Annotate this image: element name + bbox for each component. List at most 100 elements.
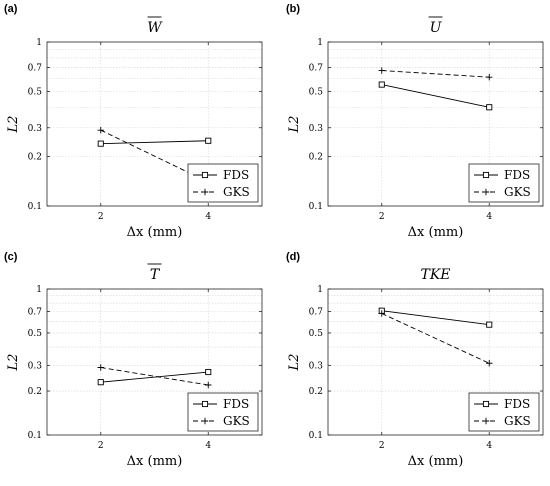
y-tick-label: 0.7 — [28, 308, 43, 318]
chart-panel-3: (c) 2 4 0.1 0.2 0.3 0.5 0.7 1 T Δx (mm) L2 FDS GKS — [4, 251, 263, 469]
panel-label: (d) — [286, 251, 300, 263]
data-point-fds — [378, 81, 385, 88]
y-axis-label: L2 — [6, 354, 21, 372]
plot-frame — [46, 41, 263, 207]
series-line-gks — [381, 70, 490, 78]
data-point-gks — [205, 381, 212, 389]
y-tick-label: 0.2 — [309, 153, 323, 163]
chart-title: U — [430, 20, 443, 36]
x-axis-label: Δx (mm) — [408, 225, 464, 240]
chart-title: W — [147, 20, 163, 36]
plot-frame — [46, 288, 263, 436]
y-tick-label: 0.1 — [28, 202, 42, 212]
y-tick-label: 1 — [317, 38, 323, 48]
data-point-fds — [97, 140, 104, 147]
y-tick-label: 1 — [36, 285, 42, 295]
x-tick-label: 4 — [486, 212, 492, 222]
y-tick-label: 0.1 — [28, 431, 42, 441]
y-tick-label: 0.3 — [309, 124, 324, 134]
x-tick-label: 4 — [205, 441, 211, 451]
legend-marker-fds — [482, 400, 490, 408]
legend-box — [468, 163, 540, 203]
data-point-gks — [486, 74, 493, 81]
legend-marker-fds — [201, 171, 209, 179]
y-tick-label: 0.5 — [309, 87, 324, 97]
x-tick-label: 4 — [205, 212, 211, 222]
y-tick-label: 0.2 — [28, 387, 42, 397]
legend-label-gks: GKS — [223, 414, 250, 428]
legend: FDS GKS — [468, 392, 540, 432]
data-point-fds — [486, 321, 493, 328]
legend-label-fds: FDS — [223, 397, 249, 411]
x-axis-label: Δx (mm) — [127, 454, 183, 469]
data-point-gks — [378, 310, 385, 317]
series-line-fds — [100, 140, 209, 145]
series-line-gks — [100, 367, 209, 386]
chart-panel-2: (b) 2 4 0.1 0.2 0.3 0.5 0.7 1 U Δx (mm) L2 FDS GKS — [286, 3, 544, 240]
series-line-gks — [381, 313, 490, 364]
legend-marker-gks — [201, 417, 209, 425]
data-point-gks — [97, 126, 104, 134]
data-point-gks — [486, 360, 493, 367]
y-tick-label: 1 — [317, 285, 323, 295]
data-point-fds — [205, 368, 212, 376]
plot-frame — [327, 288, 544, 436]
legend-label-fds: FDS — [223, 168, 249, 182]
y-tick-label: 0.5 — [28, 87, 43, 97]
series-line-fds — [381, 84, 490, 108]
legend: FDS GKS — [468, 163, 540, 203]
y-axis-label: L2 — [287, 116, 302, 134]
x-tick-label: 4 — [486, 441, 492, 451]
legend-label-gks: GKS — [504, 414, 531, 428]
legend-box — [187, 392, 259, 432]
x-tick-label: 2 — [379, 212, 385, 222]
y-tick-label: 0.2 — [309, 387, 323, 397]
chart-panel-4: (d) 2 4 0.1 0.2 0.3 0.5 0.7 1 TKE Δx (mm) L2 FDS GKS — [286, 251, 544, 469]
plot-frame — [327, 41, 544, 207]
x-axis-label: Δx (mm) — [408, 454, 464, 469]
legend-box — [468, 392, 540, 432]
y-tick-label: 0.7 — [309, 308, 324, 318]
y-tick-label: 0.7 — [28, 63, 43, 73]
data-point-fds — [97, 379, 104, 386]
legend: FDS GKS — [187, 163, 259, 203]
panel-label: (b) — [286, 3, 300, 15]
y-tick-label: 0.5 — [28, 329, 43, 339]
y-tick-label: 0.1 — [309, 202, 323, 212]
legend-marker-gks — [482, 417, 490, 425]
x-tick-label: 2 — [98, 441, 104, 451]
data-point-gks — [97, 364, 104, 371]
legend: FDS GKS — [187, 392, 259, 432]
y-axis-label: L2 — [6, 116, 21, 134]
y-axis-label: L2 — [287, 354, 302, 372]
y-tick-label: 0.1 — [309, 431, 323, 441]
y-tick-label: 0.3 — [28, 361, 43, 371]
x-axis-label: Δx (mm) — [127, 225, 183, 240]
series-line-fds — [381, 310, 490, 326]
x-tick-label: 2 — [379, 441, 385, 451]
legend-marker-gks — [482, 188, 490, 196]
x-tick-label: 2 — [98, 212, 104, 222]
data-point-fds — [205, 137, 212, 144]
y-tick-label: 0.7 — [309, 63, 324, 73]
y-tick-label: 0.3 — [309, 361, 324, 371]
chart-panel-1: (a) 2 4 0.1 0.2 0.3 0.5 0.7 1 W Δx (mm) L2 FDS GKS — [4, 3, 263, 240]
panel-label: (a) — [4, 3, 18, 15]
legend-label-fds: FDS — [504, 397, 530, 411]
legend-label-gks: GKS — [504, 185, 531, 199]
legend-label-fds: FDS — [504, 168, 530, 182]
y-tick-label: 1 — [36, 38, 42, 48]
y-tick-label: 0.5 — [309, 329, 324, 339]
data-point-gks — [378, 67, 385, 74]
y-tick-label: 0.2 — [28, 153, 42, 163]
legend-label-gks: GKS — [223, 185, 250, 199]
legend-marker-fds — [201, 400, 209, 408]
series-line-fds — [100, 371, 209, 383]
legend-marker-gks — [201, 188, 209, 196]
chart-title: TKE — [420, 267, 450, 283]
legend-box — [187, 163, 259, 203]
data-point-fds — [486, 104, 493, 111]
legend-marker-fds — [482, 171, 490, 179]
y-tick-label: 0.3 — [28, 124, 43, 134]
